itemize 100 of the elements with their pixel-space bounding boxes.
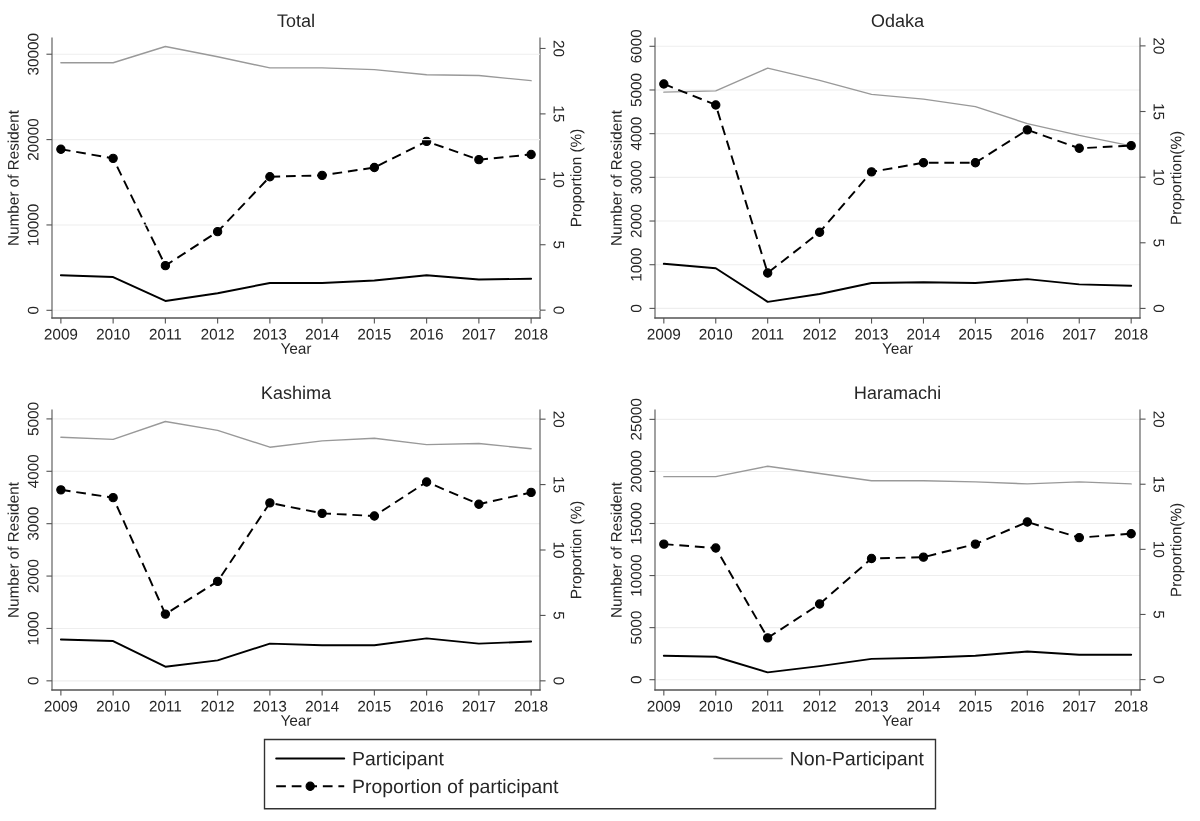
x-tick-label: 2016	[1011, 700, 1044, 712]
x-tick-label: 2018	[1114, 700, 1148, 712]
y2-tick-label: 0	[553, 306, 565, 314]
y-tick-label: 0	[27, 306, 39, 314]
y2-tick-label: 5	[553, 611, 565, 620]
x-tick-label: 2015	[358, 328, 391, 340]
x-tick-label: 2017	[1063, 328, 1096, 340]
x-tick-label: 2016	[1011, 328, 1044, 340]
x-tick-label: 2010	[699, 700, 733, 712]
x-tick-label: 2015	[959, 700, 992, 712]
point	[763, 268, 773, 278]
y2-axis-title: Proportion(%)	[1170, 131, 1185, 224]
y-tick-label: 2000	[27, 559, 39, 593]
y2-tick-label: 20	[553, 40, 565, 57]
x-tick-label: 2018	[1114, 328, 1148, 340]
y-tick-label: 0	[27, 677, 39, 685]
point	[1074, 532, 1084, 543]
point	[369, 162, 380, 173]
x-axis-title: Year	[280, 343, 312, 354]
point	[1022, 125, 1032, 135]
point	[659, 79, 669, 89]
x-tick-label: 2013	[253, 328, 287, 340]
x-tick-label: 2010	[699, 328, 733, 340]
y2-tick-label: 20	[1153, 411, 1165, 428]
x-tick-label: 2009	[647, 328, 681, 340]
x-tick-label: 2017	[462, 700, 496, 712]
y-tick-label: 10000	[630, 554, 642, 596]
x-tick-label: 2015	[959, 328, 992, 340]
x-tick-label: 2009	[44, 328, 78, 340]
x-axis-title: Year	[882, 715, 913, 726]
x-tick-label: 2012	[201, 700, 234, 712]
x-tick-label: 2012	[803, 328, 836, 340]
point	[1126, 140, 1136, 151]
point	[56, 144, 66, 154]
y-tick-label: 0	[630, 676, 642, 684]
x-tick-label: 2014	[907, 328, 941, 340]
y-tick-label: 6000	[630, 29, 642, 63]
y2-tick-label: 10	[553, 542, 565, 558]
legend-label: Proportion of participant	[353, 779, 559, 798]
y2-tick-label: 15	[1153, 476, 1165, 493]
y-tick-label: 3000	[630, 160, 642, 194]
y2-tick-label: 5	[1153, 610, 1165, 619]
point	[1074, 143, 1084, 153]
point	[317, 508, 327, 519]
point	[970, 158, 981, 168]
x-tick-label: 2014	[305, 700, 339, 712]
y-tick-label: 1000	[630, 248, 642, 281]
point	[659, 539, 669, 549]
point	[265, 172, 275, 182]
y2-tick-label: 0	[553, 677, 565, 685]
point	[866, 167, 877, 177]
y-tick-label: 20000	[27, 118, 39, 161]
point	[108, 492, 118, 503]
y-tick-label: 4000	[630, 117, 642, 151]
y2-tick-label: 15	[553, 106, 565, 122]
y-axis-title: Number of Resident	[7, 110, 19, 245]
y-tick-label: 1000	[27, 612, 39, 645]
point	[474, 155, 484, 165]
point	[814, 227, 825, 237]
point	[711, 543, 721, 553]
x-tick-label: 2016	[410, 700, 443, 712]
y2-tick-label: 0	[1153, 304, 1165, 313]
legend-label: Non-Participant	[791, 751, 924, 770]
legend-label: Participant	[353, 751, 444, 770]
y-tick-label: 5000	[27, 402, 39, 436]
x-tick-label: 2013	[855, 700, 888, 712]
y2-tick-label: 0	[1153, 675, 1165, 684]
point	[1126, 529, 1136, 539]
y-tick-label: 5000	[630, 73, 642, 107]
y2-axis-title: Proportion (%)	[570, 501, 585, 598]
y2-tick-label: 15	[1153, 104, 1165, 120]
y2-tick-label: 20	[1153, 38, 1165, 54]
y-tick-label: 25000	[630, 398, 642, 440]
point	[526, 149, 536, 160]
y-axis-title: Number of Resident	[610, 482, 622, 617]
x-tick-label: 2015	[358, 700, 391, 712]
y2-tick-label: 10	[1153, 169, 1165, 186]
x-tick-label: 2012	[803, 700, 836, 712]
x-tick-label: 2011	[149, 328, 182, 340]
x-axis-title: Year	[280, 715, 312, 726]
point	[265, 498, 275, 508]
chart-title: Kashima	[262, 385, 332, 400]
point	[763, 633, 773, 643]
x-tick-label: 2013	[855, 328, 888, 340]
chart-title: Odaka	[871, 13, 925, 28]
x-axis-title: Year	[882, 343, 913, 354]
line-series	[59, 274, 533, 302]
y-axis-title: Number of Resident	[610, 110, 622, 245]
x-tick-label: 2017	[462, 328, 496, 340]
point	[1022, 517, 1032, 527]
x-tick-label: 2013	[253, 700, 287, 712]
y-tick-label: 0	[630, 304, 642, 313]
x-tick-label: 2010	[96, 700, 130, 712]
point	[369, 511, 380, 521]
point	[160, 609, 171, 619]
point	[970, 539, 981, 549]
x-tick-label: 2014	[305, 328, 339, 340]
y-tick-label: 4000	[27, 454, 39, 488]
x-tick-label: 2009	[647, 700, 681, 712]
x-tick-label: 2017	[1063, 700, 1096, 712]
